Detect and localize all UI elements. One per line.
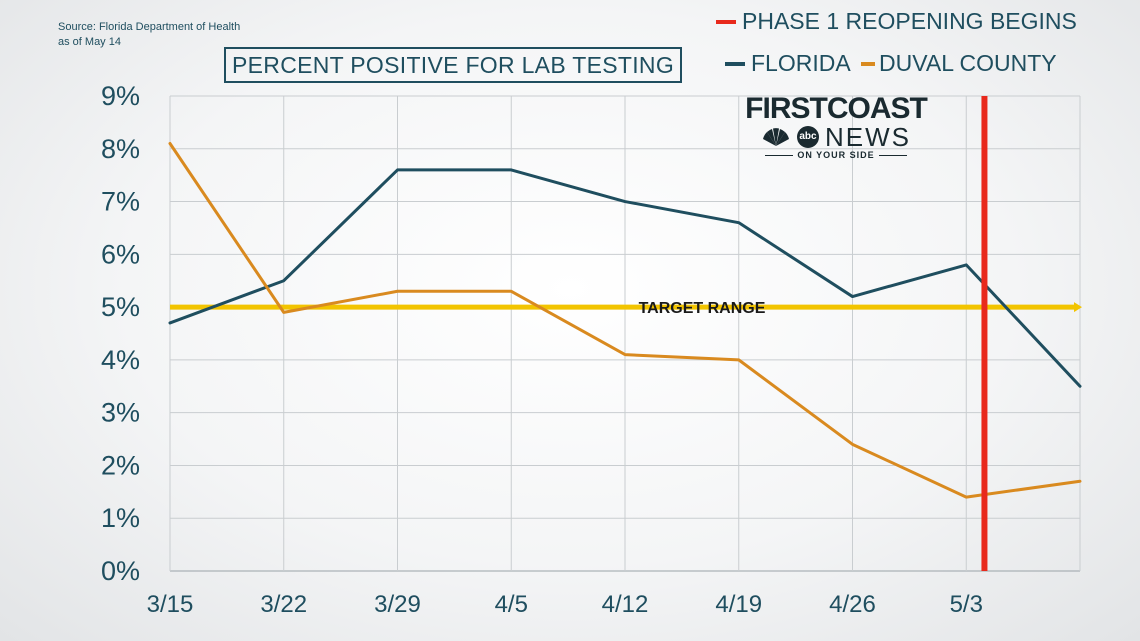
x-tick-labels: 3/15 3/22 3/29 4/5 4/12 4/19 4/26 5/3 bbox=[147, 591, 983, 618]
chart-title: PERCENT POSITIVE FOR LAB TESTING bbox=[224, 47, 683, 83]
as-of-line: as of May 14 bbox=[58, 36, 121, 48]
x-tick-label: 4/19 bbox=[715, 591, 762, 618]
legend-duval: DUVAL COUNTY bbox=[861, 50, 1057, 77]
source-line: Source: Florida Department of Health bbox=[58, 21, 241, 33]
y-tick-label: 9% bbox=[101, 81, 140, 111]
y-tick-label: 4% bbox=[101, 345, 140, 375]
y-tick-label: 7% bbox=[101, 187, 140, 217]
y-tick-label: 2% bbox=[101, 450, 140, 480]
tagline-rule-right bbox=[878, 154, 907, 156]
series-lines bbox=[168, 142, 1082, 499]
y-tick-labels: 0% 1% 2% 3% 4% 5% 6% 7% 8% 9% bbox=[101, 81, 140, 586]
y-tick-label: 0% bbox=[101, 556, 140, 586]
x-tick-label: 3/15 bbox=[147, 591, 194, 618]
x-tick-label: 4/5 bbox=[495, 591, 528, 618]
logo-tagline-row: ON YOUR SIDE bbox=[738, 150, 934, 160]
logo-tagline: ON YOUR SIDE bbox=[797, 150, 875, 160]
legend-swatch-duval bbox=[861, 61, 875, 66]
legend-florida: FLORIDA bbox=[725, 50, 851, 77]
x-tick-label: 3/22 bbox=[260, 591, 307, 618]
tagline-rule-left bbox=[765, 154, 794, 156]
y-tick-label: 6% bbox=[101, 239, 140, 269]
abc-logo-icon: abc bbox=[797, 126, 819, 148]
y-tick-label: 1% bbox=[101, 503, 140, 533]
legend-swatch-florida bbox=[725, 61, 745, 66]
series-florida-line bbox=[168, 168, 1082, 388]
legend-phase1: PHASE 1 REOPENING BEGINS bbox=[716, 8, 1077, 35]
legend-swatch-phase1 bbox=[716, 19, 736, 24]
gridlines bbox=[169, 95, 1081, 572]
logo-first-coast: FIRSTCOAST bbox=[745, 92, 928, 125]
source-note: Source: Florida Department of Health as … bbox=[58, 20, 240, 50]
x-tick-label: 4/26 bbox=[829, 591, 876, 618]
target-arrow-icon bbox=[1074, 302, 1082, 313]
y-tick-label: 3% bbox=[101, 398, 140, 428]
target-range: TARGET RANGE bbox=[170, 300, 1082, 317]
nbc-peacock-icon bbox=[763, 128, 789, 146]
legend-label-duval: DUVAL COUNTY bbox=[879, 50, 1057, 76]
x-tick-label: 5/3 bbox=[950, 591, 983, 618]
x-tick-label: 3/29 bbox=[374, 591, 421, 618]
target-label: TARGET RANGE bbox=[639, 300, 766, 317]
logo-news: NEWS bbox=[825, 122, 911, 152]
y-tick-label: 8% bbox=[101, 134, 140, 164]
first-coast-news-logo: FIRSTCOAST abc NEWS ON YOUR SIDE bbox=[738, 92, 934, 161]
legend-label-florida: FLORIDA bbox=[751, 50, 851, 76]
series-duval-line bbox=[168, 142, 1082, 499]
y-tick-label: 5% bbox=[101, 292, 140, 322]
x-tick-label: 4/12 bbox=[602, 591, 649, 618]
legend-label-phase1: PHASE 1 REOPENING BEGINS bbox=[742, 8, 1077, 34]
logo-middle-row: abc NEWS bbox=[738, 124, 934, 150]
